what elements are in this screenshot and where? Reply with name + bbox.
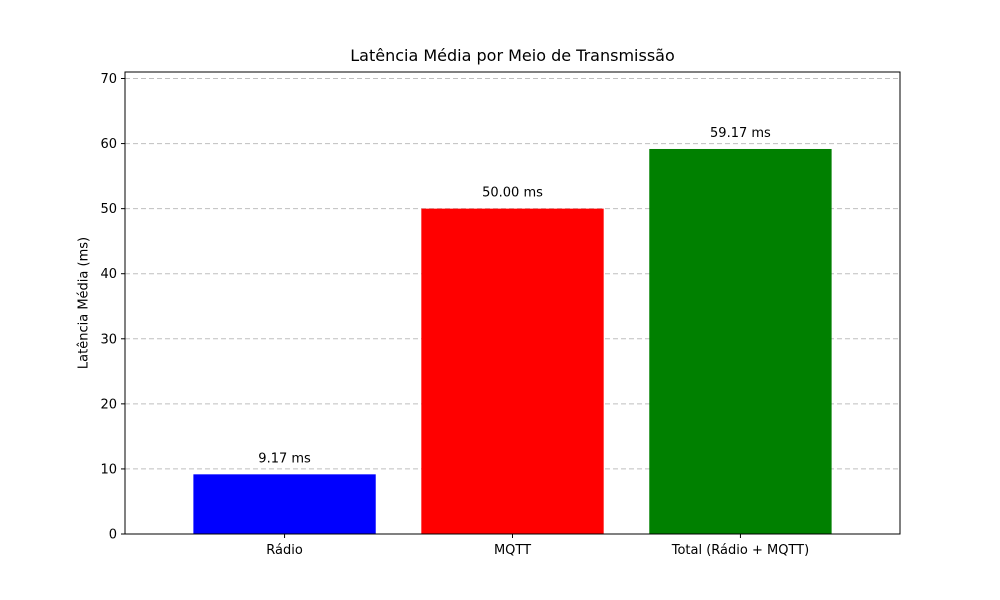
x-tick-label: Rádio: [266, 543, 303, 558]
y-tick-label: 30: [100, 332, 117, 347]
bar: [421, 208, 604, 534]
y-axis: 0 10 20 30 40 50 60 70: [100, 72, 125, 543]
x-tick-label: MQTT: [494, 543, 531, 558]
y-tick-label: 10: [100, 462, 117, 477]
chart-title: Latência Média por Meio de Transmissão: [350, 46, 675, 65]
bar-value-label: 50.00 ms: [482, 186, 543, 201]
y-tick-label: 50: [100, 202, 117, 217]
plot-frame: [124, 71, 901, 535]
bar-value-label: 9.17 ms: [258, 451, 311, 466]
bar: [649, 148, 832, 534]
y-tick-label: 0: [109, 528, 117, 543]
bar-value-label: 59.17 ms: [710, 126, 771, 141]
y-tick-label: 60: [100, 137, 117, 152]
y-tick-label: 20: [100, 397, 117, 412]
y-tick-label: 40: [100, 267, 117, 282]
y-tick-label: 70: [100, 72, 117, 87]
x-tick-label: Total (Rádio + MQTT): [671, 543, 809, 558]
bars: [193, 148, 832, 534]
x-axis: Rádio MQTT Total (Rádio + MQTT): [266, 534, 809, 558]
bar: [193, 474, 376, 534]
value-labels: 9.17 ms 50.00 ms 59.17 ms: [258, 126, 771, 466]
